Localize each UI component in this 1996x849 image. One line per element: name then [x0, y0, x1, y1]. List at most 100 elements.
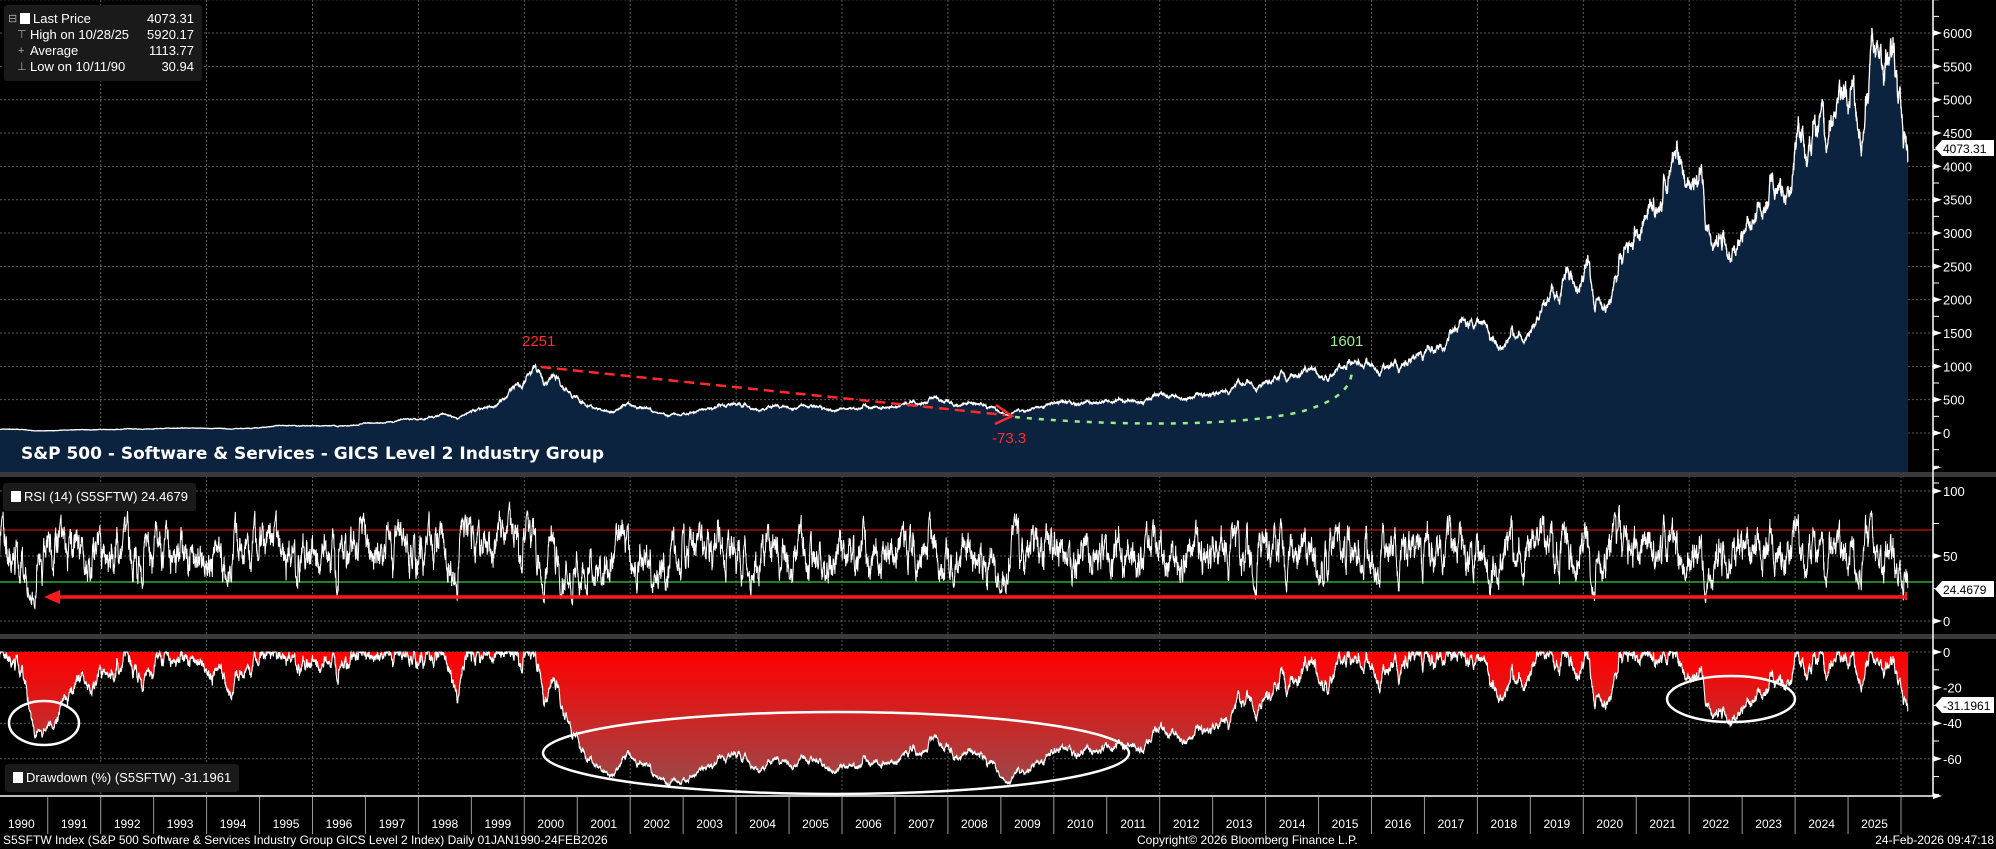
drawdown-legend: Drawdown (%) (S5SFTW) -31.1961 — [5, 764, 240, 792]
panel-separator[interactable] — [0, 634, 1996, 639]
low-marker-icon: ⊥ — [17, 61, 27, 73]
x-tick-label: 2006 — [855, 817, 882, 831]
price-legend: ⊟ Last Price 4073.31 ⊤ High on 10/28/25 … — [4, 5, 202, 81]
rsi-last-value-label: 24.4679 — [1943, 583, 1987, 597]
x-tick-label: 2002 — [643, 817, 670, 831]
rsi-panel — [0, 501, 1933, 610]
price-last-value-label-box — [1935, 140, 1994, 156]
trend-arrow-icon — [994, 403, 1015, 426]
y-tick-label: 3000 — [1943, 226, 1972, 241]
rsi-line — [0, 501, 1909, 610]
highlight-ellipse — [541, 710, 1131, 796]
x-tick-label: 2024 — [1808, 817, 1835, 831]
y-tick-label: 5000 — [1943, 93, 1972, 108]
price-line — [0, 27, 1909, 432]
drawdown-line — [0, 649, 1909, 789]
x-tick-label: 2004 — [749, 817, 776, 831]
x-tick-label: 2017 — [1438, 817, 1465, 831]
x-tick-label: 2010 — [1067, 817, 1094, 831]
rsi-legend: RSI (14) (S5SFTW) 24.4679 — [3, 483, 196, 511]
legend-value: 1113.77 — [148, 43, 194, 58]
recovery-annotation: 1601 — [1330, 333, 1364, 350]
panel-separator[interactable] — [0, 472, 1996, 477]
x-tick-label: 1993 — [167, 817, 194, 831]
footer-timestamp: 24-Feb-2026 09:47:18 — [1875, 833, 1994, 847]
drawdown-panel — [0, 649, 1909, 789]
footer-description: S5SFTW Index (S&P 500 Software & Service… — [3, 833, 608, 847]
legend-row-high: ⊤ High on 10/28/25 5920.17 — [4, 27, 202, 43]
x-tick-label: 2019 — [1543, 817, 1570, 831]
x-tick-label: 2015 — [1332, 817, 1359, 831]
y-tick-label: 4500 — [1943, 126, 1972, 141]
x-tick-label: 2020 — [1596, 817, 1623, 831]
x-tick-label: 2021 — [1649, 817, 1676, 831]
drawdown-legend-label: Drawdown (%) (S5SFTW) -31.1961 — [26, 770, 232, 785]
series-color-swatch — [11, 491, 21, 502]
y-tick-label: 1000 — [1943, 359, 1972, 374]
series-color-swatch — [20, 13, 30, 24]
y-tick-label: 0 — [1943, 614, 1950, 629]
y-tick-label: 2500 — [1943, 259, 1972, 274]
y-tick-label: 1500 — [1943, 326, 1972, 341]
legend-value: 30.94 — [161, 59, 194, 74]
x-tick-label: 2022 — [1702, 817, 1729, 831]
collapse-icon[interactable]: ⊟ — [8, 13, 18, 25]
y-tick-label: 0 — [1943, 645, 1950, 660]
x-tick-label: 2023 — [1755, 817, 1782, 831]
x-tick-label: 2001 — [590, 817, 617, 831]
x-tick-label: 2009 — [1014, 817, 1041, 831]
x-tick-label: 2012 — [1173, 817, 1200, 831]
y-tick-label: -60 — [1943, 752, 1962, 767]
y-tick-label: 3500 — [1943, 193, 1972, 208]
x-tick-label: 2007 — [908, 817, 935, 831]
trend-dashed-line — [540, 365, 1006, 417]
x-tick-label: 1996 — [326, 817, 353, 831]
x-tick-label: 1999 — [484, 817, 511, 831]
y-tick-label: 2000 — [1943, 293, 1972, 308]
x-tick-label: 2013 — [1226, 817, 1253, 831]
footer-copyright: Copyright© 2026 Bloomberg Finance L.P. — [1137, 833, 1358, 847]
y-tick-label: 100 — [1943, 484, 1965, 499]
legend-label: Low on 10/11/90 — [30, 59, 126, 74]
price-panel — [0, 27, 1909, 472]
annotations — [7, 365, 1907, 796]
legend-label: Last Price — [33, 11, 91, 26]
y-tick-label: 4000 — [1943, 159, 1972, 174]
legend-row-average: + Average 1113.77 — [4, 43, 202, 59]
x-tick-label: 2003 — [696, 817, 723, 831]
chart-title: S&P 500 - Software & Services - GICS Lev… — [21, 444, 605, 464]
high-marker-icon: ⊤ — [17, 29, 27, 41]
y-tick-label: 50 — [1943, 549, 1957, 564]
x-tick-label: 2014 — [1279, 817, 1306, 831]
y-tick-label: 0 — [1943, 426, 1950, 441]
drawdown-last-value-label-box — [1935, 697, 1994, 713]
x-tick-label: 2000 — [537, 817, 564, 831]
drawdown-last-value-label: -31.1961 — [1943, 699, 1991, 713]
rsi-last-value-label-box — [1935, 581, 1994, 597]
average-marker-icon: + — [18, 45, 25, 57]
trough-annotation: -73.3 — [992, 430, 1027, 447]
x-tick-label: 1995 — [273, 817, 300, 831]
x-tick-label: 2016 — [1385, 817, 1412, 831]
rsi-legend-label: RSI (14) (S5SFTW) 24.4679 — [24, 489, 188, 504]
y-tick-label: 500 — [1943, 393, 1965, 408]
x-tick-label: 1992 — [114, 817, 141, 831]
x-tick-label: 1994 — [220, 817, 247, 831]
peak-annotation: 2251 — [522, 333, 556, 350]
y-tick-label: 5500 — [1943, 59, 1972, 74]
x-tick-label: 2008 — [961, 817, 988, 831]
price-area-fill — [0, 27, 1909, 472]
legend-label: High on 10/28/25 — [30, 27, 130, 42]
legend-row-last-price: ⊟ Last Price 4073.31 — [4, 11, 202, 27]
legend-value: 4073.31 — [147, 11, 194, 26]
drawdown-area-fill — [0, 652, 1909, 787]
recovery-dotted-curve — [1014, 371, 1354, 425]
legend-row-low: ⊥ Low on 10/11/90 30.94 — [4, 59, 202, 75]
x-tick-label: 1997 — [379, 817, 406, 831]
legend-label: Average — [30, 43, 79, 58]
series-color-swatch — [13, 772, 23, 783]
highlight-ellipse — [1665, 674, 1797, 724]
y-tick-label: 6000 — [1943, 26, 1972, 41]
